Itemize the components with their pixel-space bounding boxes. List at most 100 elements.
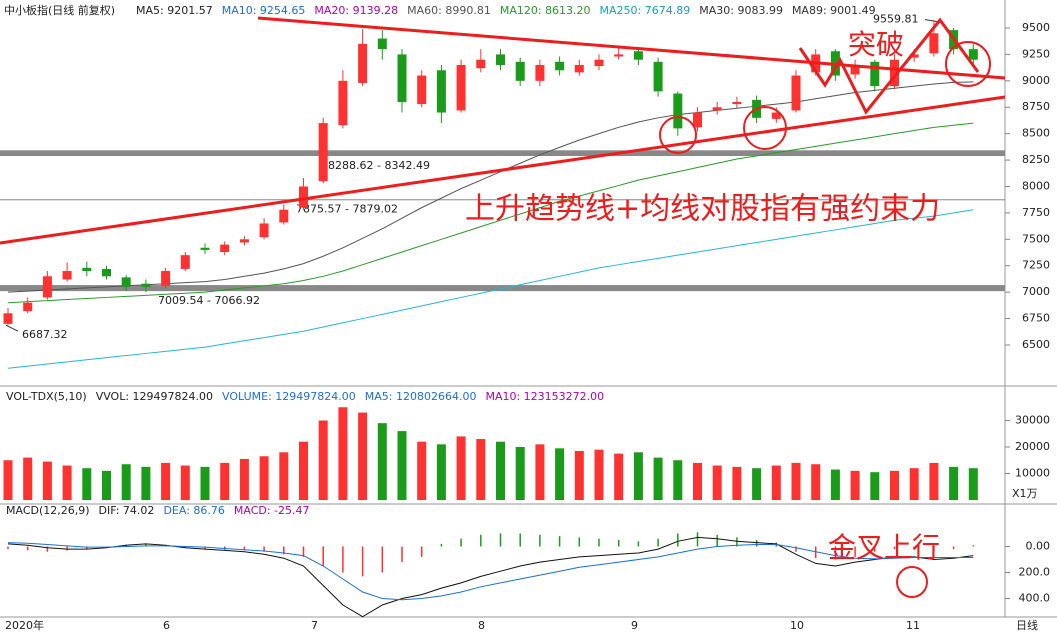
volume-bar (358, 412, 368, 500)
y-tick-label: 200.0 (1019, 566, 1051, 579)
candle-body (515, 61, 525, 81)
volume-bar (771, 465, 781, 500)
extreme-marker (5, 324, 19, 332)
volume-bar (673, 460, 683, 500)
candle-body (436, 70, 446, 113)
candle-body (850, 64, 860, 75)
candle-body (712, 107, 722, 111)
candle-body (574, 64, 584, 73)
volume-bar (161, 462, 171, 500)
candle-body (417, 75, 427, 105)
candle-body (909, 54, 919, 58)
candle-body (42, 276, 52, 298)
candle-body (870, 61, 880, 87)
volume-bar (633, 452, 643, 500)
volume-bar (377, 423, 387, 500)
y-tick-label: 9000 (1022, 74, 1050, 87)
volume-bar (3, 460, 13, 500)
frame (0, 0, 1057, 618)
volume-bar (318, 420, 328, 500)
candle-body (555, 61, 565, 71)
header-label: MA30: 9083.99 (699, 4, 783, 17)
y-tick-label: 9250 (1022, 47, 1050, 60)
y-tick-label: 0.00 (1026, 540, 1051, 553)
annotation: 金叉上行 (828, 531, 940, 564)
header-label: MA250: 7674.89 (600, 4, 691, 17)
volume-bar (23, 457, 33, 500)
x-tick-label: 11 (906, 619, 920, 632)
period-label: 日线 (1016, 618, 1038, 632)
volume-bar (850, 470, 860, 500)
y-tick-label: 20000 (1015, 440, 1050, 453)
candle-body (929, 33, 939, 54)
candle-body (200, 247, 210, 250)
volume-bar (62, 465, 72, 500)
candle-body (732, 101, 742, 105)
volume-bar (259, 456, 269, 500)
volume-bar (417, 441, 427, 500)
candle-body (397, 54, 407, 102)
volume-bar (456, 436, 466, 500)
band-label: 8288.62 - 8342.49 (328, 159, 430, 172)
candle-body (62, 271, 72, 280)
candle-body (693, 112, 702, 128)
support-band (0, 199, 1005, 201)
volume-bar (180, 465, 190, 500)
header-label: MA20: 9139.28 (314, 4, 398, 17)
volume-bar (515, 447, 525, 500)
y-tick-label: 9500 (1022, 21, 1050, 34)
volume-bar (397, 431, 407, 500)
volume-bar (811, 464, 821, 500)
x-tick-label: 9 (631, 619, 638, 632)
band-label: 7875.57 - 7879.02 (296, 203, 398, 216)
volume-bar (436, 444, 446, 500)
candle-body (890, 59, 899, 87)
header-label: MACD(12,26,9) (6, 504, 90, 517)
y-tick-label: 30000 (1015, 414, 1050, 427)
y-tick-label: 8750 (1022, 100, 1050, 113)
volume-unit: X1万 (1012, 487, 1038, 500)
candle-body (259, 223, 269, 238)
chart-title: 中小板指(日线 前复权) (4, 3, 115, 17)
candle-body (614, 54, 624, 57)
candle-body (121, 277, 131, 287)
trend-annotations (0, 16, 1006, 598)
volume-bar (890, 470, 899, 500)
volume-bar (299, 441, 308, 500)
volume-bar (574, 450, 584, 500)
header-label: MACD: -25.47 (234, 504, 310, 517)
volume-bar (614, 453, 624, 500)
volume-bar (200, 466, 210, 500)
volume-bar (141, 466, 151, 500)
y-tick-label: 7750 (1022, 206, 1050, 219)
y-tick-label: 400.0 (1019, 592, 1051, 605)
x-tick-label: 10 (790, 619, 804, 632)
y-tick-label: 8250 (1022, 153, 1050, 166)
header-label: VOL-TDX(5,10) (6, 390, 87, 403)
annotation: 突破 (848, 28, 904, 61)
volume-bar (791, 462, 801, 500)
header-label: DIF: 74.02 (99, 504, 155, 517)
y-tick-label: 7500 (1022, 232, 1050, 245)
dea-line (7, 542, 974, 601)
y-tick-label: 7000 (1022, 285, 1050, 298)
volume-bar (535, 444, 545, 500)
candle-body (279, 209, 289, 223)
y-tick-label: 8500 (1022, 127, 1050, 140)
volume-bar (870, 472, 880, 500)
candle-body (338, 80, 348, 126)
volume-bar (712, 465, 722, 500)
candle-body (771, 112, 781, 119)
header-label: VOLUME: 129497824.00 (222, 390, 356, 403)
y-tick-label: 7250 (1022, 259, 1050, 272)
volume-bar (102, 470, 111, 500)
y-tick-label: 10000 (1015, 467, 1050, 480)
candle-body (791, 75, 801, 111)
candle-body (968, 49, 978, 60)
candle-body (535, 64, 545, 81)
x-tick-label: 2020年 (5, 618, 44, 632)
extreme-label: 9559.81 (873, 13, 919, 26)
annotation: 上升趋势线+均线对股指有强约束力 (465, 192, 940, 227)
candle-body (318, 123, 328, 182)
